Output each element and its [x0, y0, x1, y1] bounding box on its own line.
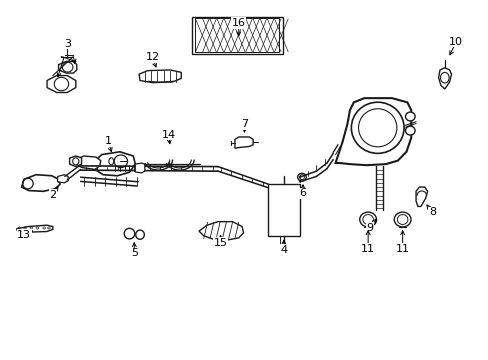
Bar [191, 17, 282, 54]
Polygon shape [234, 137, 253, 148]
Ellipse shape [136, 230, 144, 239]
Ellipse shape [405, 126, 414, 135]
Polygon shape [58, 175, 68, 183]
Text: 11: 11 [361, 244, 374, 254]
Text: 15: 15 [213, 238, 227, 248]
Text: 12: 12 [145, 52, 159, 62]
Polygon shape [17, 225, 53, 232]
Polygon shape [335, 98, 410, 165]
Ellipse shape [359, 212, 376, 227]
Text: 14: 14 [162, 130, 176, 140]
Text: 11: 11 [395, 244, 409, 254]
Text: 9: 9 [366, 222, 373, 233]
Text: 5: 5 [130, 248, 138, 258]
Polygon shape [93, 152, 135, 176]
Ellipse shape [297, 173, 305, 181]
Text: 6: 6 [299, 188, 306, 198]
Ellipse shape [124, 228, 135, 239]
Ellipse shape [405, 112, 414, 121]
Text: 2: 2 [49, 190, 56, 200]
Text: 1: 1 [104, 136, 111, 146]
Polygon shape [135, 163, 144, 173]
Polygon shape [69, 156, 81, 167]
Text: 10: 10 [448, 37, 462, 47]
Text: 13: 13 [17, 230, 31, 240]
Polygon shape [47, 76, 76, 93]
Text: 4: 4 [280, 245, 287, 255]
Polygon shape [21, 175, 60, 191]
Bar [195, 18, 279, 52]
Ellipse shape [351, 102, 403, 153]
Text: 7: 7 [241, 119, 247, 129]
Polygon shape [139, 70, 181, 83]
Polygon shape [199, 222, 243, 240]
Polygon shape [76, 156, 101, 170]
Polygon shape [415, 187, 427, 207]
Bar [268, 184, 299, 237]
Polygon shape [438, 68, 450, 89]
Text: 8: 8 [428, 207, 435, 217]
Text: 3: 3 [64, 40, 72, 49]
Polygon shape [59, 62, 77, 73]
Ellipse shape [393, 212, 410, 227]
Text: 16: 16 [231, 18, 245, 28]
